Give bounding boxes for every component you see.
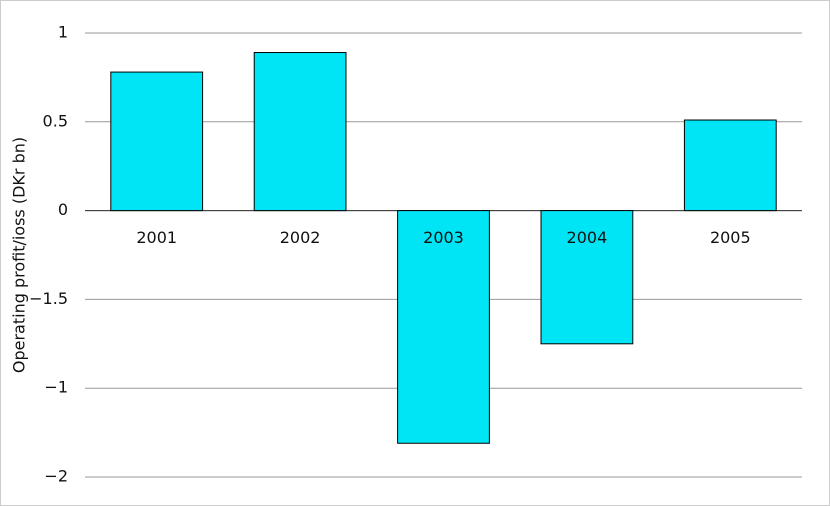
x-tick-label: 2003: [423, 228, 464, 247]
y-tick-label: 0.5: [43, 111, 68, 130]
x-tick-label: 2004: [567, 228, 608, 247]
y-tick-label: 0: [58, 200, 68, 219]
y-tick-label: −2: [44, 467, 68, 486]
x-tick-label: 2001: [136, 228, 177, 247]
bar: [397, 210, 490, 444]
bar: [110, 71, 204, 212]
x-tick-label: 2002: [280, 228, 321, 247]
bar: [253, 52, 347, 212]
y-tick-label: −1: [44, 378, 68, 397]
bar: [540, 210, 634, 345]
bar: [683, 119, 777, 212]
y-tick-label: −1.5: [29, 289, 68, 308]
y-axis-label: Operating profit/ioss (DKr bn): [10, 137, 29, 373]
x-tick-label: 2005: [710, 228, 751, 247]
y-tick-label: 1: [58, 23, 68, 42]
